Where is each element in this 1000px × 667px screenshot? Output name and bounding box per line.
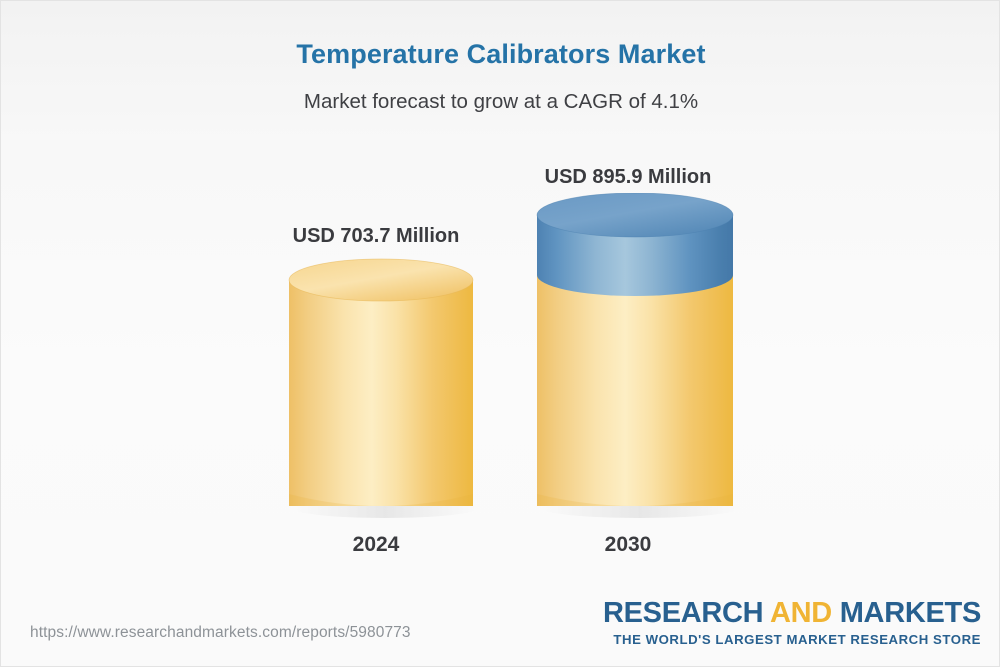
logo-tagline: THE WORLD'S LARGEST MARKET RESEARCH STOR… [613,632,981,647]
category-label-2030: 2030 [604,533,652,556]
logo-word-and: AND [770,597,840,629]
value-label-2030: USD 895.9 Million [544,166,712,188]
research-and-markets-logo[interactable]: RESEARCH AND MARKETS THE WORLD'S LARGEST… [603,599,981,648]
logo-wordmark: RESEARCH AND MARKETS [603,599,981,628]
cylinder-2024 [288,258,479,518]
report-url[interactable]: https://www.researchandmarkets.com/repor… [30,624,411,641]
value-label-2024: USD 703.7 Million [292,225,460,247]
category-label-2024: 2024 [352,533,400,556]
chart-title: Temperature Calibrators Market [296,39,706,69]
chart-subtitle: Market forecast to grow at a CAGR of 4.1… [303,90,699,113]
logo-word-research: RESEARCH [602,597,771,629]
cylinder-2030 [536,193,740,518]
logo-word-markets: MARKETS [839,597,982,629]
